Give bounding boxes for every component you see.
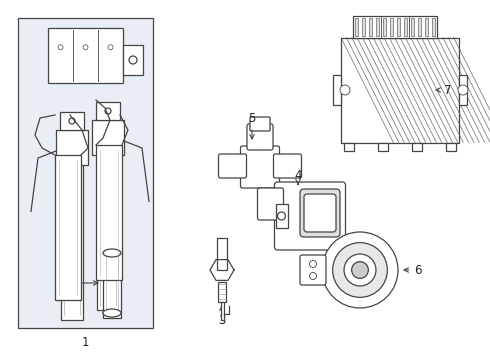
Bar: [103, 248, 121, 318]
Circle shape: [277, 212, 286, 220]
Bar: [383, 18, 386, 36]
Circle shape: [83, 45, 88, 50]
Bar: [275, 204, 288, 228]
Bar: [376, 18, 379, 36]
FancyBboxPatch shape: [300, 189, 340, 237]
Bar: [18, 18, 153, 328]
Circle shape: [310, 273, 317, 279]
Bar: [446, 143, 456, 150]
Bar: [55, 155, 81, 300]
Bar: [425, 18, 428, 36]
Text: 7: 7: [436, 84, 452, 96]
Bar: [397, 18, 400, 36]
Bar: [418, 18, 421, 36]
Bar: [92, 120, 124, 155]
Bar: [378, 143, 388, 150]
Bar: [352, 15, 438, 37]
Circle shape: [340, 85, 350, 95]
Ellipse shape: [103, 309, 121, 317]
Bar: [355, 18, 358, 36]
Circle shape: [310, 261, 317, 267]
Bar: [432, 18, 435, 36]
Text: 3: 3: [219, 306, 226, 327]
Bar: [341, 37, 459, 143]
Bar: [411, 18, 414, 36]
Circle shape: [69, 118, 75, 124]
Text: 5: 5: [248, 112, 256, 139]
Bar: [333, 75, 341, 105]
Bar: [390, 18, 393, 36]
FancyBboxPatch shape: [247, 124, 273, 150]
Bar: [217, 238, 227, 270]
Ellipse shape: [103, 249, 121, 257]
Bar: [369, 18, 372, 36]
Circle shape: [322, 232, 398, 308]
Bar: [60, 112, 84, 130]
Bar: [97, 155, 119, 310]
Text: 2: 2: [68, 276, 98, 289]
Circle shape: [108, 45, 113, 50]
Circle shape: [344, 254, 376, 286]
Bar: [362, 18, 365, 36]
Circle shape: [458, 85, 468, 95]
FancyBboxPatch shape: [300, 255, 326, 285]
Bar: [96, 102, 120, 120]
Bar: [220, 302, 223, 320]
FancyBboxPatch shape: [273, 154, 301, 178]
Circle shape: [129, 56, 137, 64]
Circle shape: [352, 262, 368, 278]
Bar: [218, 282, 226, 302]
Circle shape: [58, 45, 63, 50]
FancyBboxPatch shape: [258, 188, 284, 220]
Bar: [412, 143, 422, 150]
Text: 4: 4: [294, 168, 302, 184]
Text: 1: 1: [81, 336, 89, 348]
Bar: [56, 130, 88, 165]
Circle shape: [105, 108, 111, 114]
Bar: [459, 75, 467, 105]
Polygon shape: [210, 260, 234, 280]
Circle shape: [333, 243, 388, 297]
Bar: [123, 45, 143, 75]
Bar: [48, 28, 123, 83]
FancyBboxPatch shape: [304, 194, 336, 232]
Bar: [61, 165, 83, 320]
FancyBboxPatch shape: [274, 182, 345, 250]
Bar: [96, 145, 122, 280]
FancyBboxPatch shape: [250, 117, 270, 131]
Bar: [404, 18, 407, 36]
Bar: [344, 143, 354, 150]
FancyBboxPatch shape: [219, 154, 246, 178]
Text: 6: 6: [404, 264, 422, 276]
FancyBboxPatch shape: [241, 146, 279, 188]
